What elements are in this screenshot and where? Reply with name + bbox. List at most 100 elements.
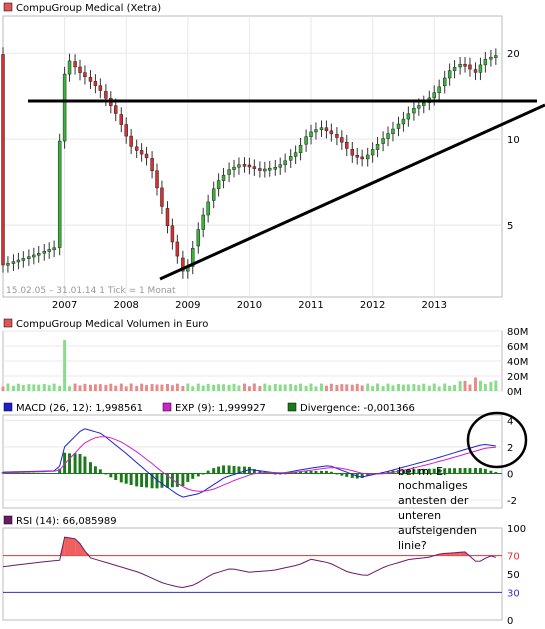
candle-body	[335, 134, 339, 138]
candle-body	[458, 63, 462, 68]
volume-bar	[140, 383, 144, 391]
candle-body	[340, 137, 344, 143]
volume-bar	[443, 383, 447, 391]
candle-body	[150, 158, 154, 172]
volume-bar	[453, 384, 457, 391]
rsi-overbought-area	[64, 537, 70, 556]
candle-body	[16, 259, 21, 263]
candle-body	[139, 150, 144, 155]
volume-bar	[6, 383, 10, 391]
rsi-panel: RSI (14): 66,085989 100 70 50 30 0	[2, 515, 526, 627]
divergence-bar	[294, 471, 298, 474]
volume-bar	[93, 384, 97, 391]
volume-bar	[119, 383, 123, 391]
divergence-bar	[386, 471, 390, 474]
volume-bar	[417, 384, 421, 391]
divergence-bar	[37, 472, 41, 474]
candle-body	[324, 127, 329, 132]
rsi-y-tick-label: 30	[507, 588, 520, 599]
candle-body	[283, 160, 287, 166]
divergence-bar	[494, 472, 498, 474]
candle-body	[170, 225, 175, 243]
volume-bar	[412, 384, 416, 391]
candle-body	[181, 257, 185, 272]
candle-body	[293, 152, 298, 157]
divergence-bar	[350, 473, 354, 478]
volume-bar	[243, 383, 246, 391]
candle-body	[1, 54, 5, 266]
volume-bar	[340, 384, 344, 391]
volume-bar	[16, 383, 20, 391]
candle-body	[350, 148, 355, 156]
volume-title: CompuGroup Medical Volumen in Euro	[16, 319, 208, 330]
volume-bar	[191, 386, 195, 391]
price-legend-swatch	[3, 2, 13, 12]
candle-body	[288, 156, 293, 161]
volume-bar	[448, 385, 452, 391]
candle-body	[355, 154, 359, 158]
candle-body	[273, 166, 278, 170]
annotation-line-5: aufsteigenden	[398, 524, 477, 537]
volume-legend-swatch	[3, 318, 13, 328]
volume-bar	[324, 385, 328, 391]
volume-bar	[350, 384, 354, 391]
candle-body	[242, 164, 247, 167]
volume-bar	[89, 384, 92, 391]
volume-bar	[160, 384, 164, 391]
divergence-bar	[432, 468, 436, 474]
macd-line	[2, 428, 496, 498]
volume-bar	[83, 383, 87, 391]
divergence-bar	[468, 468, 472, 474]
volume-bar	[114, 385, 118, 391]
macd-legend-swatch	[3, 402, 13, 412]
divergence-bar	[191, 473, 195, 479]
rsi-overbought-area	[454, 552, 461, 556]
candle-body	[370, 149, 375, 156]
candle-body	[360, 156, 364, 160]
divergence-bar	[160, 473, 164, 488]
support-trendline	[159, 103, 545, 281]
divergence-bar	[299, 471, 303, 474]
candle-body	[114, 105, 118, 114]
divergence-bar	[129, 473, 133, 485]
volume-bar	[463, 380, 467, 391]
volume-bar	[21, 385, 25, 391]
candle-body	[37, 252, 41, 256]
volume-bar	[135, 385, 139, 391]
candle-body	[83, 72, 87, 78]
divergence-bar	[243, 466, 246, 474]
macd-y-axis: 4 2 0 -2	[507, 416, 517, 507]
divergence-bar	[21, 472, 25, 474]
divergence-bar	[83, 456, 87, 474]
candle-body	[483, 58, 488, 66]
volume-bar	[129, 383, 133, 391]
divergence-bar	[42, 472, 46, 474]
volume-bar	[345, 384, 349, 391]
volume-bar	[201, 385, 205, 391]
candle-body	[216, 180, 221, 190]
divergence-bar	[27, 472, 31, 474]
candle-body	[191, 247, 195, 267]
price-y-tick-label: 20	[507, 49, 520, 60]
candle-body	[298, 144, 303, 153]
rsi-lines	[2, 536, 496, 589]
divergence-bar	[283, 473, 287, 475]
volume-bar	[52, 383, 56, 391]
divergence-legend-label: Divergence: -0,001366	[300, 403, 415, 414]
candle-body	[21, 258, 26, 261]
annotation-line-4: unteren	[398, 509, 441, 522]
candle-body	[124, 124, 128, 137]
macd-panel: MACD (26, 12): 1,998561 EXP (9): 1,99992…	[1, 402, 528, 509]
candle-body	[422, 102, 426, 106]
volume-bar	[145, 385, 149, 391]
rsi-line	[2, 536, 496, 589]
macd-lines	[2, 428, 496, 498]
volume-bar	[494, 380, 498, 391]
annotation: bei m. E. nochmaliges antesten der unter…	[398, 465, 477, 552]
volume-bar	[166, 383, 169, 391]
volume-bar	[283, 384, 287, 391]
rsi-overbought-area	[460, 551, 465, 556]
volume-bar	[258, 385, 262, 391]
divergence-bar	[201, 473, 205, 475]
volume-bar	[186, 383, 190, 391]
